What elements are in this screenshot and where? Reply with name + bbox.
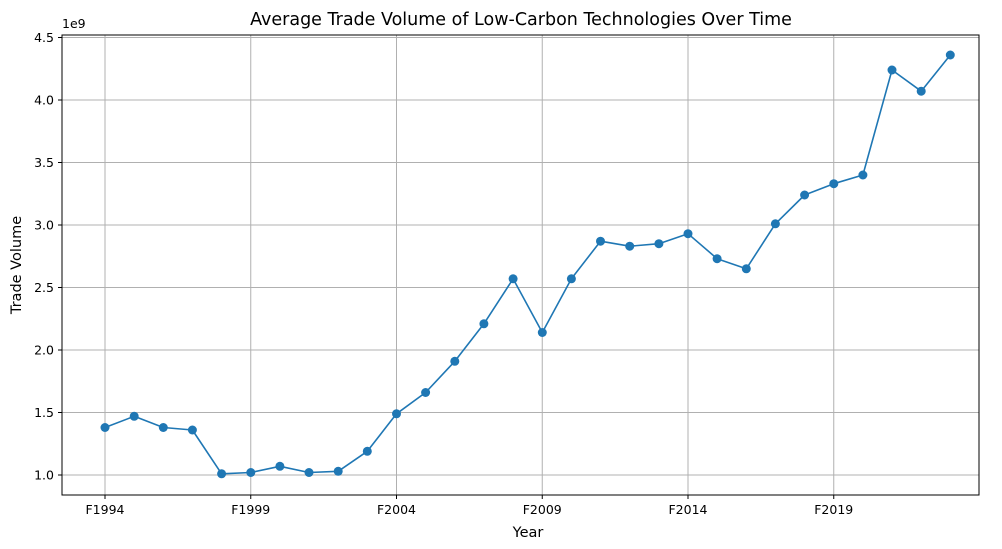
data-point [800, 190, 810, 200]
data-point [712, 254, 722, 264]
data-point [450, 356, 460, 366]
y-tick-label: 4.5 [34, 30, 54, 45]
data-point [741, 264, 751, 274]
data-point [916, 86, 926, 96]
data-point [304, 468, 314, 477]
data-point [275, 461, 285, 471]
data-point [100, 423, 110, 432]
y-tick-label: 4.0 [34, 93, 54, 108]
x-tick-label: F2004 [377, 502, 416, 517]
data-point [187, 425, 197, 435]
x-tick-label: F1999 [231, 502, 270, 517]
data-point [858, 170, 868, 180]
plot-frame [61, 34, 980, 496]
data-point [770, 219, 780, 229]
chart-title: Average Trade Volume of Low-Carbon Techn… [250, 10, 792, 30]
data-point [683, 229, 693, 239]
x-axis-title: Year [512, 525, 544, 541]
data-point [421, 388, 431, 397]
data-point [596, 236, 605, 246]
x-axis-ticks: F1994 F1999 F2004 F2009 F2014 F2019 [85, 495, 853, 517]
data-points [100, 50, 955, 479]
y-tick-label: 2.0 [34, 343, 54, 358]
y-tick-label: 3.5 [34, 155, 54, 170]
data-point [508, 274, 518, 284]
data-point [829, 179, 839, 189]
series-line [104, 54, 951, 475]
data-point [479, 319, 489, 329]
data-point [129, 411, 139, 421]
x-tick-label: F2019 [814, 502, 853, 517]
y-axis-title: Trade Volume [9, 216, 25, 315]
data-point [362, 446, 372, 456]
data-point [217, 469, 227, 479]
y-tick-label: 3.0 [34, 218, 54, 233]
x-tick-label: F1994 [85, 502, 124, 517]
data-point [625, 241, 635, 251]
data-point [392, 409, 401, 419]
x-tick-label: F2014 [668, 502, 707, 517]
data-point [158, 423, 168, 432]
y-tick-label: 1.5 [34, 405, 54, 420]
data-point [654, 239, 664, 249]
data-point [333, 466, 343, 476]
data-point [566, 274, 576, 284]
data-point [246, 468, 256, 477]
grid-lines [62, 35, 979, 495]
y-tick-label: 1.0 [34, 468, 54, 483]
y-axis-offset-label: 1e9 [62, 16, 86, 31]
data-point [537, 328, 547, 337]
y-tick-label: 2.5 [34, 280, 54, 295]
x-tick-label: F2009 [523, 502, 562, 517]
data-point [887, 65, 897, 75]
y-axis-ticks: 1.0 1.5 2.0 2.5 3.0 3.5 4.0 4.5 [34, 30, 62, 483]
data-point [945, 50, 955, 60]
